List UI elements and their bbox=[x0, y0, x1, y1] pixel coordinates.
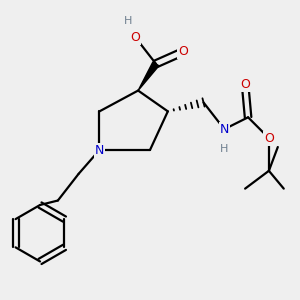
Polygon shape bbox=[138, 62, 159, 91]
Text: O: O bbox=[264, 132, 274, 145]
Text: H: H bbox=[220, 143, 229, 154]
Text: O: O bbox=[240, 78, 250, 91]
Text: O: O bbox=[178, 45, 188, 58]
Text: N: N bbox=[220, 123, 229, 136]
Text: N: N bbox=[95, 143, 104, 157]
Text: O: O bbox=[130, 31, 140, 44]
Text: H: H bbox=[124, 16, 132, 26]
